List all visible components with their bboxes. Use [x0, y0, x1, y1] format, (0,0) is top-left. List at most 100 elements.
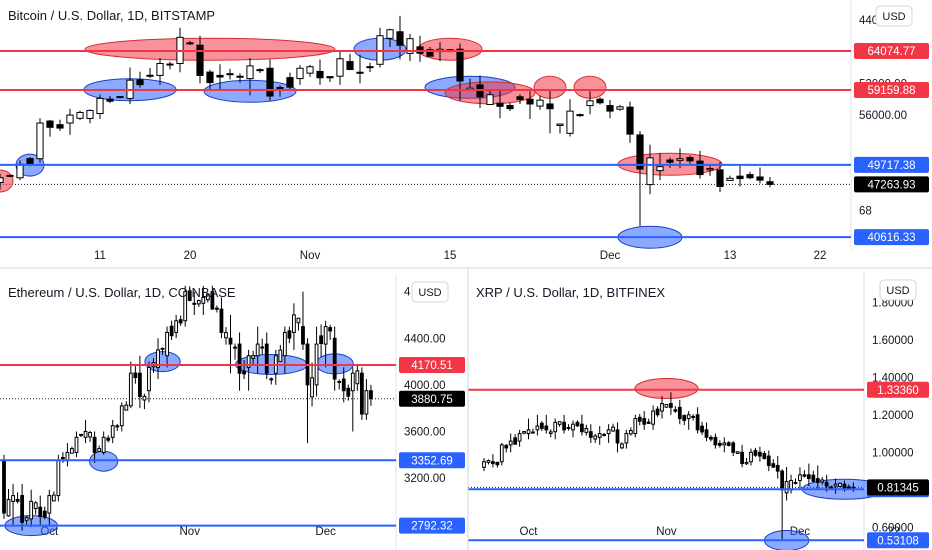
candle-body — [636, 134, 644, 170]
candle-body — [46, 120, 54, 128]
candle-body — [486, 94, 494, 106]
current-price-label: 3880.75 — [411, 394, 453, 406]
candle-body — [499, 444, 504, 463]
candle — [192, 291, 197, 315]
candle — [79, 433, 83, 438]
candle — [215, 305, 219, 313]
candle-body — [706, 168, 714, 171]
candle — [292, 303, 296, 350]
btc-usd-button[interactable]: USD — [875, 5, 913, 27]
candle — [133, 366, 138, 384]
candle — [101, 431, 106, 455]
candle-body — [536, 99, 544, 107]
candle — [366, 62, 374, 73]
candle-body — [704, 429, 709, 438]
candle-body — [606, 429, 611, 435]
candle-body — [548, 431, 553, 434]
candle-body — [101, 436, 106, 453]
candle — [780, 469, 785, 541]
candle — [637, 414, 642, 426]
resistance-level-tag — [867, 381, 929, 398]
candle — [146, 67, 154, 78]
candle-body — [355, 370, 360, 385]
candle — [160, 347, 165, 355]
candle — [128, 361, 133, 409]
candle — [219, 297, 224, 339]
candle — [316, 59, 324, 85]
xrp-panel[interactable]: 0.600001.000001.200001.400001.600001.800… — [468, 270, 929, 550]
support-level-label: 49717.38 — [868, 160, 916, 172]
candle-body — [38, 506, 43, 518]
candle-body — [323, 326, 328, 345]
candle — [0, 173, 4, 190]
candle-body — [337, 381, 342, 384]
candle — [829, 485, 833, 489]
candle — [29, 489, 34, 528]
candle-body — [556, 123, 564, 126]
candle — [186, 40, 194, 45]
candle-body — [646, 421, 651, 424]
candle — [38, 495, 43, 525]
eth-usd-button[interactable]: USD — [411, 281, 449, 303]
candle — [226, 68, 234, 80]
candle-body — [620, 443, 624, 449]
candle — [744, 458, 749, 465]
candle-body — [669, 403, 673, 408]
candle-body — [700, 425, 704, 433]
candle — [586, 91, 594, 115]
candle — [47, 489, 52, 525]
candle-body — [491, 461, 495, 465]
candle-body — [316, 70, 324, 79]
candle — [746, 171, 754, 180]
candle-body — [86, 109, 94, 119]
candle — [482, 457, 486, 472]
candle — [246, 349, 251, 391]
candle-body — [553, 421, 558, 433]
candle-body — [70, 448, 74, 454]
candle-body — [106, 98, 114, 102]
candle — [664, 403, 669, 408]
candle-body — [571, 423, 575, 431]
candle-body — [36, 122, 44, 160]
candle — [96, 94, 104, 120]
resistance-level-tag — [854, 43, 929, 60]
candle — [336, 50, 344, 85]
candle-body — [713, 436, 718, 446]
candle-body — [602, 433, 607, 436]
candle — [580, 414, 584, 436]
candle — [798, 467, 802, 490]
candle-body — [26, 158, 34, 165]
candle-body — [296, 317, 301, 324]
x-tick-label: Dec — [600, 250, 621, 262]
candle — [269, 377, 274, 385]
candle — [266, 59, 274, 101]
candle — [286, 72, 294, 91]
btc-panel[interactable]: 6856000.0052000.0044000.001120Nov15Dec13… — [0, 0, 929, 262]
candle-body — [192, 302, 197, 305]
candle-body — [637, 416, 642, 422]
current-price-tag — [867, 479, 929, 496]
candle — [597, 426, 602, 445]
candle-body — [228, 337, 233, 345]
candle-body — [310, 377, 314, 398]
candle — [296, 65, 304, 85]
candle — [326, 76, 334, 82]
candle-body — [744, 461, 749, 465]
candle-body — [216, 74, 224, 78]
candle — [319, 324, 324, 358]
xrp-usd-button[interactable]: USD — [879, 279, 917, 301]
candle-body — [686, 157, 694, 162]
candle — [88, 430, 92, 442]
candle-body — [664, 403, 669, 408]
candle-body — [165, 331, 169, 357]
candle — [183, 285, 188, 327]
resistance-level-tag — [854, 82, 929, 99]
candle — [535, 414, 540, 436]
candle-body — [51, 494, 56, 502]
candle-body — [74, 436, 79, 453]
y-tick-label: 1.60000 — [872, 335, 914, 347]
y-tick-label: 1.00000 — [872, 447, 914, 459]
candle — [86, 109, 94, 124]
x-tick-label: 15 — [444, 250, 457, 262]
eth-panel[interactable]: 3200.003600.004000.004400.004OctNovDec41… — [0, 274, 465, 550]
